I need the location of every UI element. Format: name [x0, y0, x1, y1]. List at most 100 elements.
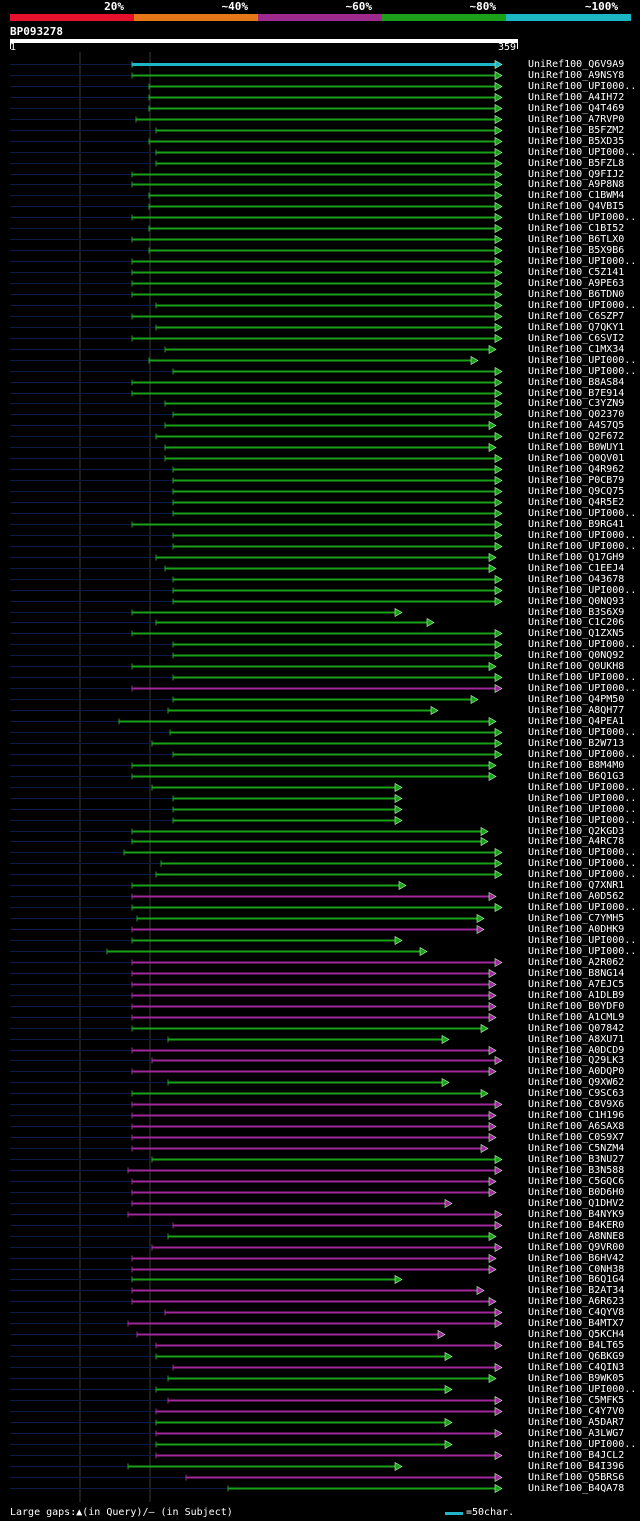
hit-label[interactable]: UniRef100_UPI000.. — [528, 638, 637, 650]
hit-label[interactable]: UniRef100_A6R623 — [528, 1295, 625, 1307]
hit-label[interactable]: UniRef100_UPI000.. — [528, 671, 637, 683]
hit-label[interactable]: UniRef100_A8QH77 — [528, 704, 625, 716]
hit-label[interactable]: UniRef100_B4KER0 — [528, 1219, 625, 1231]
hit-label[interactable]: UniRef100_O43678 — [528, 573, 625, 585]
hit-label[interactable]: UniRef100_A4IH72 — [528, 91, 625, 103]
hit-label[interactable]: UniRef100_Q2F672 — [528, 430, 625, 442]
hit-label[interactable]: UniRef100_Q07842 — [528, 1022, 625, 1034]
hit-label[interactable]: UniRef100_UPI000.. — [528, 792, 637, 804]
hit-label[interactable]: UniRef100_UPI000.. — [528, 146, 637, 158]
hit-label[interactable]: UniRef100_C5GQC6 — [528, 1175, 625, 1187]
hit-label[interactable]: UniRef100_Q0NQ92 — [528, 649, 625, 661]
hit-label[interactable]: UniRef100_Q0QV01 — [528, 452, 625, 464]
hit-label[interactable]: UniRef100_P0CB79 — [528, 474, 625, 486]
hit-label[interactable]: UniRef100_A6SAX8 — [528, 1120, 625, 1132]
hit-label[interactable]: UniRef100_B7E914 — [528, 387, 625, 399]
hit-label[interactable]: UniRef100_UPI000.. — [528, 540, 637, 552]
hit-label[interactable]: UniRef100_C4Y7V0 — [528, 1405, 625, 1417]
hit-label[interactable]: UniRef100_B6Q1G3 — [528, 770, 625, 782]
hit-label[interactable]: UniRef100_Q9XW62 — [528, 1076, 625, 1088]
hit-label[interactable]: UniRef100_A7EJC5 — [528, 978, 625, 990]
hit-label[interactable]: UniRef100_B6HV42 — [528, 1252, 625, 1264]
hit-label[interactable]: UniRef100_UPI000.. — [528, 682, 637, 694]
hit-label[interactable]: UniRef100_C5MFK5 — [528, 1394, 625, 1406]
hit-label[interactable]: UniRef100_Q5KCH4 — [528, 1328, 625, 1340]
hit-label[interactable]: UniRef100_B4LT65 — [528, 1339, 625, 1351]
hit-label[interactable]: UniRef100_Q4R5E2 — [528, 496, 625, 508]
hit-label[interactable]: UniRef100_A7RVP0 — [528, 113, 625, 125]
hit-label[interactable]: UniRef100_UPI000.. — [528, 1438, 637, 1450]
hit-label[interactable]: UniRef100_Q4PM50 — [528, 693, 625, 705]
hit-label[interactable]: UniRef100_A0D562 — [528, 890, 625, 902]
hit-label[interactable]: UniRef100_UPI000.. — [528, 299, 637, 311]
hit-label[interactable]: UniRef100_UPI000.. — [528, 507, 637, 519]
hit-label[interactable]: UniRef100_Q7QKY1 — [528, 321, 625, 333]
hit-label[interactable]: UniRef100_B3S6X9 — [528, 606, 625, 618]
hit-label[interactable]: UniRef100_Q1DHV2 — [528, 1197, 625, 1209]
hit-label[interactable]: UniRef100_Q1ZXN5 — [528, 627, 625, 639]
hit-label[interactable]: UniRef100_Q0UKH8 — [528, 660, 625, 672]
hit-label[interactable]: UniRef100_C4QIN3 — [528, 1361, 625, 1373]
hit-label[interactable]: UniRef100_Q4PEA1 — [528, 715, 625, 727]
hit-label[interactable]: UniRef100_A8XU71 — [528, 1033, 625, 1045]
hit-label[interactable]: UniRef100_UPI000.. — [528, 365, 637, 377]
hit-label[interactable]: UniRef100_Q6V9A9 — [528, 58, 625, 70]
hit-label[interactable]: UniRef100_UPI000.. — [528, 803, 637, 815]
hit-label[interactable]: UniRef100_Q2KGD3 — [528, 825, 625, 837]
hit-label[interactable]: UniRef100_A5DAR7 — [528, 1416, 625, 1428]
hit-label[interactable]: UniRef100_C6SZP7 — [528, 310, 625, 322]
hit-label[interactable]: UniRef100_B0D6H0 — [528, 1186, 625, 1198]
hit-label[interactable]: UniRef100_A9PE63 — [528, 277, 625, 289]
hit-label[interactable]: UniRef100_C9SC63 — [528, 1087, 625, 1099]
hit-label[interactable]: UniRef100_C1MX34 — [528, 343, 625, 355]
hit-label[interactable]: UniRef100_B8AS84 — [528, 376, 625, 388]
hit-label[interactable]: UniRef100_Q29LK3 — [528, 1054, 625, 1066]
hit-label[interactable]: UniRef100_C8V9X6 — [528, 1098, 625, 1110]
hit-label[interactable]: UniRef100_Q02370 — [528, 408, 625, 420]
hit-label[interactable]: UniRef100_C3YZN9 — [528, 397, 625, 409]
hit-label[interactable]: UniRef100_Q7XNR1 — [528, 879, 625, 891]
hit-label[interactable]: UniRef100_B2W713 — [528, 737, 625, 749]
hit-label[interactable]: UniRef100_UPI000.. — [528, 901, 637, 913]
hit-label[interactable]: UniRef100_C6SVI2 — [528, 332, 625, 344]
hit-label[interactable]: UniRef100_UPI000.. — [528, 1383, 637, 1395]
hit-label[interactable]: UniRef100_B4NYK9 — [528, 1208, 625, 1220]
hit-label[interactable]: UniRef100_Q17GH9 — [528, 551, 625, 563]
hit-label[interactable]: UniRef100_B4JCL2 — [528, 1449, 625, 1461]
hit-label[interactable]: UniRef100_B6Q1G4 — [528, 1273, 625, 1285]
hit-label[interactable]: UniRef100_B5XD35 — [528, 135, 625, 147]
hit-label[interactable]: UniRef100_UPI000.. — [528, 934, 637, 946]
hit-label[interactable]: UniRef100_Q4VBI5 — [528, 200, 625, 212]
hit-label[interactable]: UniRef100_B4MTX7 — [528, 1317, 625, 1329]
hit-label[interactable]: UniRef100_B8NG14 — [528, 967, 625, 979]
hit-label[interactable]: UniRef100_A9P8N8 — [528, 178, 625, 190]
hit-label[interactable]: UniRef100_C5Z141 — [528, 266, 625, 278]
hit-label[interactable]: UniRef100_B0WUY1 — [528, 441, 625, 453]
hit-label[interactable]: UniRef100_B5FZM2 — [528, 124, 625, 136]
hit-label[interactable]: UniRef100_B3N588 — [528, 1164, 625, 1176]
hit-label[interactable]: UniRef100_C1EEJ4 — [528, 562, 625, 574]
hit-label[interactable]: UniRef100_C7YMH5 — [528, 912, 625, 924]
hit-label[interactable]: UniRef100_UPI000.. — [528, 857, 637, 869]
hit-label[interactable]: UniRef100_UPI000.. — [528, 255, 637, 267]
hit-label[interactable]: UniRef100_UPI000.. — [528, 80, 637, 92]
hit-label[interactable]: UniRef100_Q9FIJ2 — [528, 168, 625, 180]
hit-label[interactable]: UniRef100_UPI000.. — [528, 529, 637, 541]
hit-label[interactable]: UniRef100_UPI000.. — [528, 354, 637, 366]
hit-label[interactable]: UniRef100_C1BWM4 — [528, 189, 625, 201]
hit-label[interactable]: UniRef100_UPI000.. — [528, 868, 637, 880]
hit-label[interactable]: UniRef100_C1C206 — [528, 616, 625, 628]
hit-label[interactable]: UniRef100_UPI000.. — [528, 584, 637, 596]
hit-label[interactable]: UniRef100_B2AT34 — [528, 1284, 625, 1296]
hit-label[interactable]: UniRef100_B9RG41 — [528, 518, 625, 530]
hit-label[interactable]: UniRef100_B3NU27 — [528, 1153, 625, 1165]
hit-label[interactable]: UniRef100_B4I396 — [528, 1460, 625, 1472]
hit-label[interactable]: UniRef100_A0DHK9 — [528, 923, 625, 935]
hit-label[interactable]: UniRef100_Q5BRS6 — [528, 1471, 625, 1483]
hit-label[interactable]: UniRef100_B6TDN0 — [528, 288, 625, 300]
hit-label[interactable]: UniRef100_B0YDF0 — [528, 1000, 625, 1012]
hit-label[interactable]: UniRef100_A0DCD9 — [528, 1044, 625, 1056]
hit-label[interactable]: UniRef100_A0DQP0 — [528, 1065, 625, 1077]
hit-label[interactable]: UniRef100_C0NH38 — [528, 1263, 625, 1275]
hit-label[interactable]: UniRef100_UPI000.. — [528, 945, 637, 957]
